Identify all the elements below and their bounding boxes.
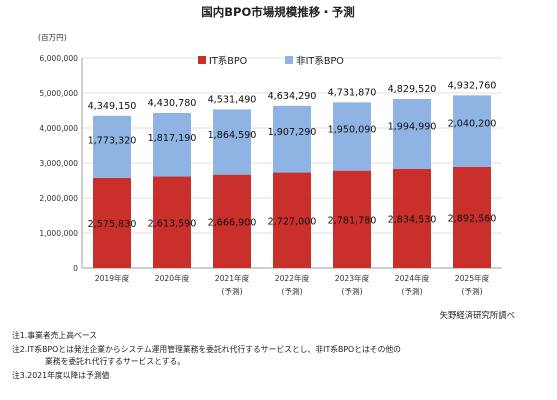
bar-it-bpo <box>93 177 131 268</box>
bar-non-it-bpo <box>333 102 371 171</box>
y-tick-label: 6,000,000 <box>39 54 78 63</box>
x-category-label: 2020年度 <box>155 273 190 283</box>
value-label-it-bpo: 2,781,780 <box>328 215 377 226</box>
total-label: 4,731,870 <box>328 87 377 98</box>
x-category-label: 2019年度 <box>95 273 130 283</box>
y-tick-label: 1,000,000 <box>39 229 78 238</box>
y-tick-label: 0 <box>73 264 78 273</box>
bar-it-bpo <box>333 170 371 268</box>
value-label-non-it-bpo: 1,907,290 <box>268 127 317 138</box>
bar-non-it-bpo <box>453 95 491 167</box>
bpo-market-chart: 国内BPO市場規模推移・予測 (百万円) 0 1,000,000 2,000,000 3,… <box>38 5 515 320</box>
value-label-it-bpo: 2,892,560 <box>448 213 497 224</box>
value-label-non-it-bpo: 2,040,200 <box>448 118 497 129</box>
value-label-it-bpo: 2,575,830 <box>88 219 137 230</box>
bar-non-it-bpo <box>153 112 191 177</box>
legend-swatch-it-bpo <box>198 56 206 64</box>
total-label: 4,932,760 <box>448 80 497 91</box>
value-label-it-bpo: 2,727,000 <box>268 216 317 227</box>
y-tick-label: 4,000,000 <box>39 124 78 133</box>
total-label: 4,531,490 <box>208 94 257 105</box>
x-category-label: 2022年度 <box>275 273 310 283</box>
value-label-non-it-bpo: 1,864,590 <box>208 130 257 141</box>
total-label: 4,634,290 <box>268 91 317 102</box>
x-category-sublabel: (予測) <box>461 286 482 296</box>
x-category-sublabel: (予測) <box>281 286 302 296</box>
value-label-non-it-bpo: 1,773,320 <box>88 135 137 146</box>
chart-title: 国内BPO市場規模推移・予測 <box>201 5 354 19</box>
x-category-label: 2023年度 <box>335 273 370 283</box>
total-label: 4,829,520 <box>388 84 437 95</box>
y-tick-label: 3,000,000 <box>39 159 78 168</box>
x-category-label: 2024年度 <box>395 273 430 283</box>
bar-it-bpo <box>153 176 191 268</box>
value-label-it-bpo: 2,666,900 <box>208 217 257 228</box>
bar-it-bpo <box>453 166 491 268</box>
x-category-label: 2025年度 <box>455 273 490 283</box>
bar-it-bpo <box>273 172 311 268</box>
note-2-continued: 業務を委託れ代行するサービスとする。 <box>45 357 186 366</box>
source-credit: 矢野経済研究所調べ <box>440 310 515 320</box>
y-axis-unit: (百万円) <box>38 33 67 42</box>
total-label: 4,349,150 <box>88 101 137 112</box>
y-tick-label: 2,000,000 <box>39 194 78 203</box>
value-label-it-bpo: 2,613,590 <box>148 218 197 229</box>
legend-swatch-non-it-bpo <box>285 56 293 64</box>
x-category-sublabel: (予測) <box>221 286 242 296</box>
value-label-non-it-bpo: 1,994,990 <box>388 122 437 133</box>
bar-non-it-bpo <box>213 109 251 175</box>
x-category-sublabel: (予測) <box>341 286 362 296</box>
value-label-non-it-bpo: 1,950,090 <box>328 124 377 135</box>
note-3: 注3.2021年度以降は予測値 <box>12 371 110 380</box>
note-1: 注1.事業者売上高ベース <box>12 331 98 340</box>
value-label-it-bpo: 2,834,530 <box>388 214 437 225</box>
bar-it-bpo <box>213 174 251 268</box>
bar-non-it-bpo <box>273 105 311 173</box>
value-label-non-it-bpo: 1,817,190 <box>148 133 197 144</box>
x-category-label: 2021年度 <box>215 273 250 283</box>
bar-non-it-bpo <box>393 98 431 169</box>
bar-it-bpo <box>393 168 431 268</box>
legend-label-it-bpo: IT系BPO <box>209 56 248 67</box>
legend-label-non-it-bpo: 非IT系BPO <box>296 55 344 67</box>
total-label: 4,430,780 <box>148 98 197 109</box>
note-2: 注2.IT系BPOとは発注企業からシステム運用管理業務を委託れ代行するサービスと… <box>12 345 401 354</box>
bar-non-it-bpo <box>93 115 131 178</box>
x-category-sublabel: (予測) <box>401 286 422 296</box>
y-tick-label: 5,000,000 <box>39 89 78 98</box>
